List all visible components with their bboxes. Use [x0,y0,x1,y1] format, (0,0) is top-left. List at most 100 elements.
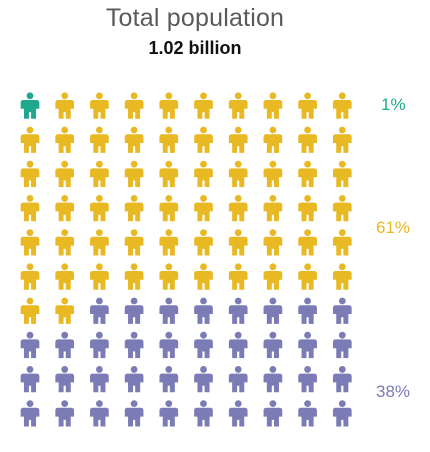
person-icon [332,400,352,427]
person-icon [159,195,179,222]
person-icon [332,160,352,188]
person-icon [263,92,283,119]
person-icon [124,366,144,393]
person-icon [20,92,40,119]
person-icon [194,331,213,359]
person-icon [263,297,283,324]
person-icon [332,263,352,290]
person-icons-group [20,92,352,427]
person-icon [159,160,179,188]
person-icon [159,297,179,324]
percent-label-green: 1% [381,94,406,114]
person-icon [124,297,144,324]
person-icon [298,229,317,256]
person-icon [263,331,283,359]
person-icon [90,331,109,359]
person-icon [124,263,144,290]
person-icon [159,229,179,256]
person-icon [124,229,144,256]
person-icon [90,195,109,222]
person-icon [124,160,144,188]
person-icon [55,297,75,324]
person-icon [159,263,179,290]
person-icon [194,400,213,427]
person-icon [90,229,109,256]
person-icon [263,195,283,222]
person-icon [228,229,248,256]
person-icon [90,126,109,153]
person-icon [55,331,75,359]
person-icon [20,331,40,359]
person-icon [298,126,317,153]
person-icon [55,126,75,153]
person-icon [228,297,248,324]
person-icon [298,160,317,188]
person-icon [90,297,109,324]
person-icon [20,297,40,324]
person-icon [332,297,352,324]
person-icon [332,195,352,222]
person-icon [298,331,317,359]
person-icon [194,160,213,188]
person-icon [55,400,75,427]
person-icon [124,92,144,119]
person-icon [159,366,179,393]
person-icon [194,366,213,393]
person-icon [298,195,317,222]
person-icon [263,126,283,153]
person-icon [124,195,144,222]
person-icon [55,263,75,290]
person-icon [20,126,40,153]
person-icon [332,366,352,393]
person-icon [263,263,283,290]
person-icon [20,160,40,188]
person-icon [228,160,248,188]
person-icon [298,92,317,119]
person-icon [263,160,283,188]
person-icon [332,92,352,119]
person-icon [20,195,40,222]
person-icon [228,195,248,222]
person-icon [332,331,352,359]
person-icon [159,92,179,119]
person-icon [194,195,213,222]
person-icon [263,229,283,256]
person-icon [55,160,75,188]
person-icon [228,263,248,290]
person-icon [194,229,213,256]
person-icon [263,400,283,427]
person-icon [228,126,248,153]
person-icon [90,160,109,188]
person-icon [20,263,40,290]
person-icon [228,400,248,427]
person-icon [124,400,144,427]
person-icon [55,229,75,256]
person-icon [298,263,317,290]
person-icon [20,366,40,393]
person-icon [20,229,40,256]
person-icon [228,331,248,359]
percent-label-yellow: 61% [376,217,411,237]
person-icon [194,297,213,324]
person-icon [228,366,248,393]
person-icon [298,366,317,393]
person-icon [332,126,352,153]
person-icon [55,92,75,119]
total-population-value: 1.02 billion [148,38,242,58]
person-icon [194,126,213,153]
person-icon [90,263,109,290]
person-icon [263,366,283,393]
person-icon [55,195,75,222]
person-icon [194,263,213,290]
person-icon [228,92,248,119]
percent-label-purple: 38% [376,381,411,401]
person-icon [159,126,179,153]
person-icon [159,400,179,427]
person-icon [90,366,109,393]
person-icon [298,297,317,324]
person-icon [90,92,109,119]
chart-title: Total population [105,4,285,32]
person-icon [55,366,75,393]
person-icon [332,229,352,256]
person-icon [298,400,317,427]
